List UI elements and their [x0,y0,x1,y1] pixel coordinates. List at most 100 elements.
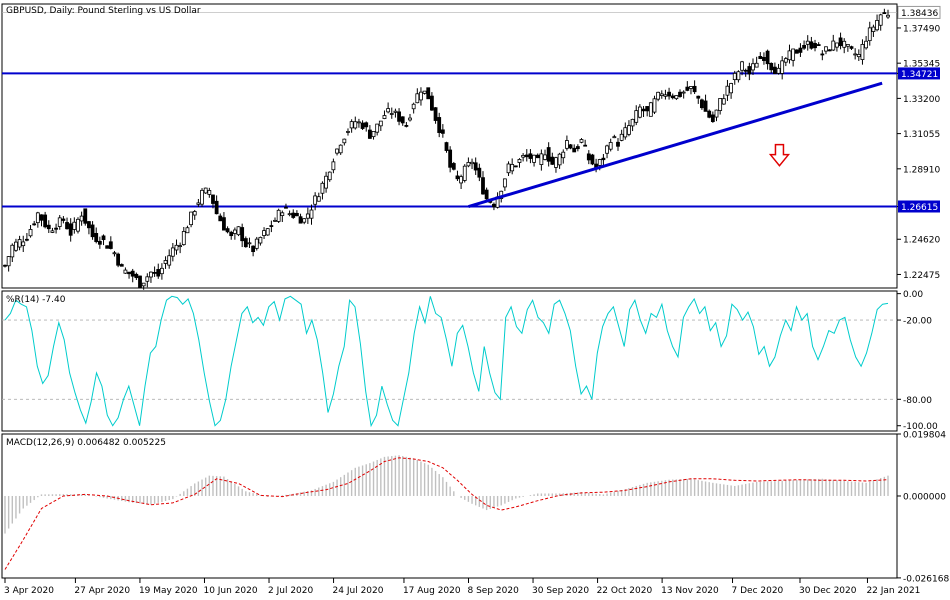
candle-body [108,241,113,249]
candle-body [163,260,168,264]
candle-body [707,110,712,118]
candle-body [411,103,416,110]
williams-r-tick-label: -100.00 [903,422,938,432]
candle-body [586,153,591,161]
candle-body [127,271,131,275]
candle-body [46,224,51,230]
candle-body [747,66,752,75]
candle-body [517,159,522,163]
candle-body [17,239,22,248]
candle-body [90,224,95,238]
macd-signal-line [4,457,889,570]
candle-body [557,153,562,166]
time-tick-label: 3 Apr 2020 [4,586,54,596]
candle-body [353,121,358,129]
candle-body [196,202,201,205]
candle-body [305,213,310,219]
candle-body [309,209,314,219]
price-tick-label: 1.22475 [903,271,940,281]
candle-body [875,20,879,31]
candle-body [276,209,281,222]
williams-r-pane[interactable]: 0.00 -20.00 -80.00 -100.00 [1,290,938,432]
candle-body [492,203,496,208]
candle-body [94,233,99,243]
candle-body [462,165,467,181]
candle-body [798,47,803,53]
candle-body [608,142,613,150]
time-tick-label: 30 Sep 2020 [532,586,589,596]
candle-body [477,167,482,178]
candle-body [236,226,241,236]
candle-body [181,231,186,246]
candle-body [743,69,748,72]
candle-body [203,187,208,194]
candle-body [769,62,774,71]
candle-body [696,95,701,99]
candle-body [824,46,828,52]
candle-body [189,211,193,226]
candle-body [130,270,135,277]
candle-body [765,50,770,65]
candle-body [579,139,584,143]
williams-r-tick-label: -20.00 [903,317,932,327]
candle-body [419,91,423,101]
candle-body [32,223,37,226]
candle-body [397,111,401,122]
candle-body [725,85,730,96]
candle-body [101,235,106,241]
candle-body [827,49,832,52]
candle-body [258,236,263,244]
candle-body [616,141,620,147]
candle-body [225,228,230,233]
candle-body [601,157,606,161]
candle-body [645,106,650,112]
candle-body [816,44,821,46]
candle-body [192,211,197,216]
candle-body [28,229,33,237]
candle-body [842,40,847,48]
candle-body [546,147,551,162]
candle-body [572,147,577,153]
candle-body [426,87,431,100]
candle-body [597,159,602,166]
candle-body [780,60,785,74]
candle-body [754,62,759,68]
candle-body [809,41,814,49]
candle-body [222,217,226,231]
macd-pane[interactable]: 0.019804 0.000000 -0.026168 [1,430,949,584]
candle-body [247,242,252,245]
candle-body [849,46,854,49]
candle-body [422,90,427,94]
candle-body [262,230,266,236]
candle-body [612,136,617,139]
candle-body [10,244,15,258]
candle-body [273,219,277,222]
candle-body [689,86,693,89]
candle-body [762,57,766,61]
candle-body [232,229,237,234]
trendline [468,81,883,209]
candle-body [853,53,858,56]
candle-body [313,195,318,205]
macd-title: MACD(12,26,9) 0.006482 0.005225 [6,438,166,448]
macd-frame [1,433,898,579]
candle-body [156,269,161,277]
candle-body [670,95,675,99]
candle-body [714,109,719,118]
candle-body [386,108,391,113]
candle-body [335,148,339,154]
main-frame [1,3,898,289]
time-axis: 3 Apr 2020 27 Apr 2020 19 May 2020 10 Jun 2… [4,578,920,596]
candle-body [393,110,398,113]
candle-body [791,48,796,61]
candle-body [167,255,172,266]
candle-body [539,153,544,165]
candle-body [360,122,365,129]
candle-body [681,91,686,94]
candle-body [583,144,588,147]
candle-body [659,93,664,96]
candle-body [543,154,547,160]
candle-body [24,238,29,241]
